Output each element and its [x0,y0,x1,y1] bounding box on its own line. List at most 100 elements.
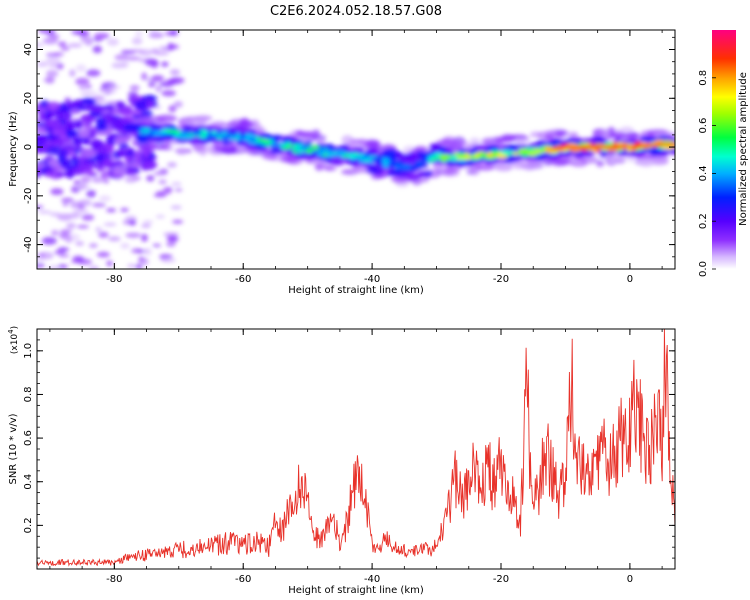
halo-blob [469,167,481,176]
noise-blob [145,102,157,109]
noise-blob [151,74,165,82]
snr-y-ticks: 0.2 0.4 0.6 0.8 1.0 [23,339,675,559]
spectrogram-panel: -80 -60 -40 -20 0 40 20 0 -20 -40 Height of stra… [8,29,676,296]
y-tick-label: 0.8 [23,387,34,403]
noise-blob [107,38,119,46]
noise-blob [159,254,173,259]
halo-blob [213,147,232,153]
ridge-core [619,145,628,149]
ridge-blob [211,130,217,135]
noise-blob [115,100,124,109]
ridge-blob [421,157,428,163]
halo-blob [352,167,370,174]
noise-blob [142,220,154,224]
ridge-blob [285,141,292,147]
halo-blob [650,129,670,136]
noise-blob [60,111,71,117]
ridge-core [627,145,636,149]
noise-blob [91,178,105,183]
noise-blob [118,142,129,150]
noise-blob [89,104,105,114]
band-blob [475,146,489,153]
ridge-blob [450,156,459,161]
ridge-blob [221,134,231,140]
halo-blob [255,127,267,135]
spectrogram-x-ticks: -80 -60 -40 -20 0 [49,30,663,285]
colorbar-label: Normalized spectral amplitude [738,72,749,226]
noise-blob [79,147,95,158]
ridge-blob [364,157,371,161]
noise-blob [37,126,46,134]
noise-blob [112,165,127,175]
ridge-blob [305,148,314,154]
noise-blob [126,162,143,167]
noise-blob [38,30,46,34]
ridge-blob [394,160,402,165]
band-blob [406,173,421,181]
noise-blob [42,37,58,45]
ridge-blob [394,164,403,169]
noise-blob [47,158,60,168]
halo-blob [482,137,496,143]
band-blob [269,149,283,154]
halo-blob [176,147,187,156]
halo-blob [608,157,627,162]
noise-blob [141,95,158,101]
ridge-core [566,145,576,149]
noise-blob [116,148,127,158]
noise-blob [85,69,101,77]
noise-blob [105,85,122,89]
ridge-blob [172,135,179,139]
noise-blob [156,190,172,195]
ridge-blob [521,152,529,157]
band-blob [327,143,334,151]
noise-blob [41,237,57,245]
snr-x-ticks: -80 -60 -40 -20 0 [49,329,663,585]
band-blob [431,144,442,150]
noise-blob [50,188,64,196]
halo-blob [596,159,605,168]
halo-blob [638,158,655,168]
ridge-blob [295,148,302,152]
noise-blob [75,241,85,246]
noise-blob [37,263,46,268]
snr-plot-area [37,329,675,567]
noise-blob [141,72,148,81]
ridge-blob [242,136,250,141]
noise-blob [45,101,61,111]
noise-blob [73,180,81,185]
noise-blob [106,260,113,267]
colorbar-tick-label: 0.6 [698,118,709,134]
noise-blob [125,56,141,61]
noise-blob [78,199,92,207]
ridge-blob [603,142,615,146]
ridge-blob [500,150,510,155]
noise-blob [45,52,60,57]
noise-blob [134,264,143,269]
noise-blob [163,186,173,192]
band-blob [396,173,406,178]
ridge-blob [299,144,311,149]
noise-blob [95,117,108,125]
halo-blob [299,130,318,139]
spectrogram-heatmap [37,30,675,269]
ridge-blob [239,132,247,138]
noise-blob [128,219,137,226]
halo-blob [413,145,428,152]
noise-blob [160,61,169,67]
halo-blob [286,155,299,164]
spectrogram-x-label: Height of straight line (km) [288,285,424,296]
ridge-blob [228,132,238,136]
noise-blob [37,122,47,127]
noise-blob [37,134,49,143]
snr-x-label: Height of straight line (km) [288,585,424,596]
noise-blob [76,224,90,229]
noise-blob [69,108,82,114]
ridge-blob [518,148,528,152]
ridge-core [666,143,675,146]
noise-blob [106,208,117,213]
noise-blob [97,167,105,172]
noise-blob [113,138,122,145]
ridge-blob [401,164,411,169]
band-blob [582,151,595,157]
